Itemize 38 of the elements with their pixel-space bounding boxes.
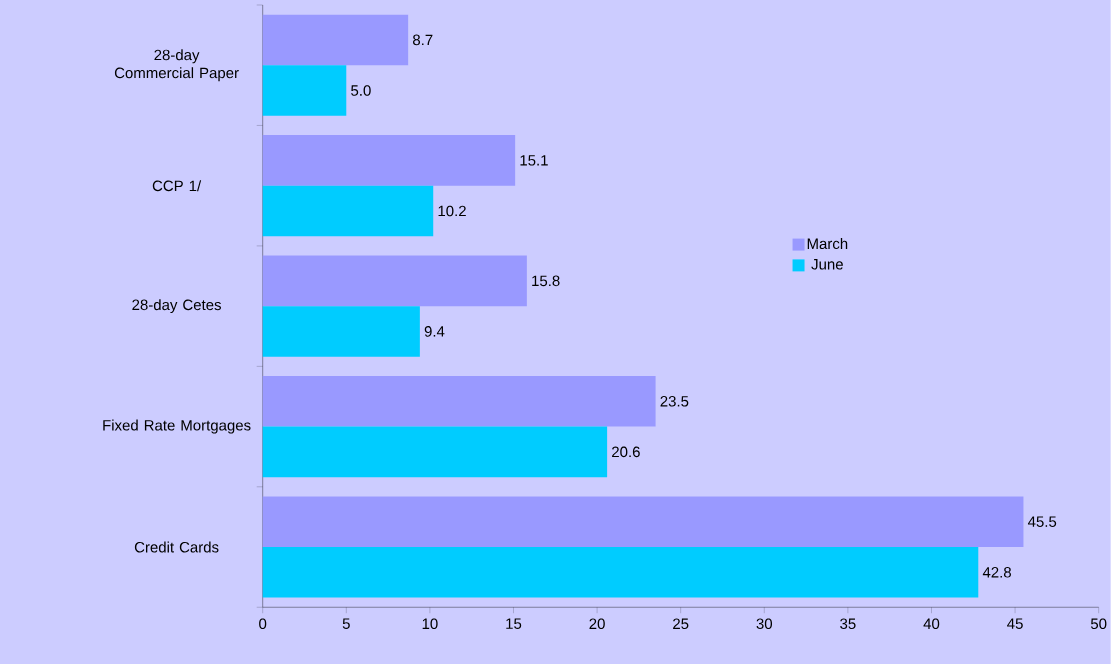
- x-tick-label: 40: [923, 618, 940, 629]
- bar: [262, 496, 1024, 547]
- bar: [262, 185, 434, 237]
- bar: [262, 255, 527, 307]
- data-label: 8.7: [413, 34, 433, 46]
- bar: [262, 546, 979, 598]
- x-tick-label: 20: [589, 618, 605, 629]
- bar: [262, 134, 516, 186]
- legend-label: June: [811, 259, 843, 270]
- data-label: 15.1: [520, 155, 548, 166]
- data-label: 45.5: [1027, 516, 1057, 527]
- data-label: 5.0: [351, 85, 371, 96]
- bar: [262, 426, 608, 478]
- x-tick-label: 45: [1007, 618, 1023, 629]
- x-tick-label: 35: [840, 618, 856, 629]
- bar: [262, 14, 409, 66]
- bar: [262, 306, 420, 357]
- y-tick-label: 28-day Commercial Paper: [114, 49, 239, 82]
- bar: [262, 375, 656, 427]
- y-tick-label: 28-day Cetes: [132, 299, 221, 314]
- data-label: 15.8: [532, 275, 560, 287]
- x-tick-label: 50: [1090, 618, 1107, 629]
- x-tick-label: 30: [756, 618, 773, 629]
- bar: [262, 65, 347, 116]
- y-tick-label: Fixed Rate Mortgages: [103, 419, 251, 434]
- x-tick-label: 15: [506, 618, 522, 629]
- x-tick-label: 10: [422, 618, 438, 629]
- data-label: 10.2: [438, 205, 466, 217]
- legend-label: March: [807, 237, 848, 249]
- data-label: 23.5: [660, 395, 689, 407]
- data-label: 9.4: [424, 326, 445, 337]
- y-tick-label: CCP 1/: [152, 180, 202, 192]
- data-label: 42.8: [982, 566, 1011, 578]
- data-label: 20.6: [612, 446, 640, 458]
- x-tick-label: 25: [673, 618, 689, 629]
- y-tick-label: Credit Cards: [134, 541, 219, 553]
- x-tick-label: 0: [259, 618, 267, 629]
- x-tick-label: 5: [342, 618, 350, 629]
